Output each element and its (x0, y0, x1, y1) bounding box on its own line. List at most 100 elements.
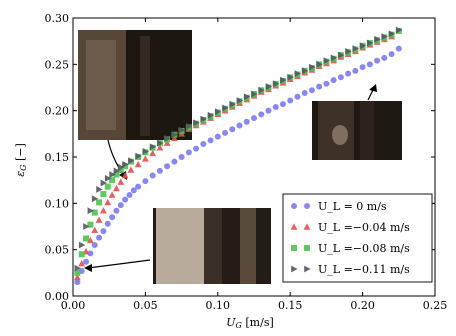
legend-marker (291, 203, 297, 209)
legend-marker (304, 245, 310, 251)
data-point (104, 183, 111, 190)
data-point (395, 45, 402, 52)
y-tick-label: 0.25 (45, 58, 70, 71)
data-point (171, 158, 178, 165)
legend-marker (290, 223, 298, 230)
arrow-top-left (107, 139, 125, 177)
data-point (366, 61, 373, 68)
data-point (121, 171, 129, 179)
data-point (134, 160, 142, 168)
series-0 (74, 45, 402, 286)
data-point (108, 191, 116, 198)
data-point (193, 145, 200, 152)
legend-label: U_L = 0 m/s (318, 200, 387, 213)
data-point (117, 163, 125, 171)
data-point (74, 279, 81, 286)
data-point (301, 90, 308, 97)
data-point (91, 195, 99, 203)
data-point (128, 157, 135, 165)
x-tick-label: 0.10 (206, 299, 231, 312)
x-axis: 0.00 0.05 0.10 0.15 0.20 0.25 (61, 18, 448, 312)
legend-label: U_L =−0.04 m/s (318, 221, 410, 234)
data-point (96, 186, 103, 193)
data-marks (73, 26, 403, 286)
data-point (178, 154, 185, 160)
inset-photo-right (312, 101, 402, 160)
data-point (109, 177, 116, 184)
data-point (338, 51, 345, 59)
data-point (126, 191, 133, 198)
data-point (374, 35, 381, 43)
data-point (381, 54, 388, 61)
data-point (222, 104, 229, 112)
data-point (104, 220, 111, 227)
data-point (280, 76, 287, 84)
data-point (229, 100, 236, 108)
data-point (117, 166, 124, 173)
y-tick-label: 0.05 (45, 244, 70, 257)
data-point (265, 107, 272, 114)
x-tick-label: 0.25 (423, 299, 448, 312)
data-point (122, 161, 129, 168)
data-point (91, 209, 98, 216)
y-tick-label: 0.15 (45, 151, 70, 164)
data-point (142, 178, 149, 185)
y-tick-label: 0.20 (45, 105, 70, 118)
data-point (207, 111, 215, 119)
data-point (193, 119, 200, 127)
data-point (91, 226, 99, 234)
data-point (104, 174, 112, 182)
data-point (127, 166, 135, 173)
data-point (374, 57, 381, 64)
data-point (186, 123, 193, 130)
data-point (323, 57, 330, 65)
data-point (388, 51, 395, 58)
data-point (117, 178, 125, 185)
data-point (100, 179, 108, 187)
data-point (337, 74, 344, 81)
data-point (345, 47, 352, 55)
y-axis-label: εG [−] (14, 143, 28, 177)
data-point (87, 250, 94, 257)
data-point (83, 235, 90, 242)
legend-marker (304, 265, 311, 273)
data-point (243, 93, 251, 101)
data-point (130, 187, 137, 194)
data-point (157, 139, 164, 147)
data-point (294, 70, 302, 77)
data-point (236, 97, 244, 104)
x-tick-label: 0.05 (133, 299, 158, 312)
data-point (258, 86, 265, 94)
data-point (215, 108, 222, 115)
data-point (96, 199, 103, 206)
series-3 (74, 26, 403, 272)
y-tick-label: 0.30 (45, 12, 70, 25)
data-point (316, 83, 323, 90)
legend-box (282, 193, 433, 283)
data-point (279, 101, 286, 108)
data-point (171, 131, 178, 139)
data-point (359, 42, 367, 50)
data-point (236, 122, 243, 129)
x-tick-label: 0.00 (61, 299, 86, 312)
data-point (109, 214, 116, 221)
data-point (272, 103, 279, 110)
data-point (96, 234, 103, 241)
data-point (301, 67, 309, 75)
data-point (87, 221, 94, 228)
data-point (330, 77, 337, 84)
legend-marker (291, 245, 297, 251)
data-point (78, 259, 86, 267)
data-point (323, 80, 330, 87)
data-point (142, 155, 149, 162)
x-tick-label: 0.15 (278, 299, 303, 312)
data-point (330, 54, 338, 62)
data-point (100, 207, 107, 214)
inset-photo-top-left (78, 30, 192, 140)
data-point (74, 269, 81, 276)
arrow-bottom (87, 259, 151, 269)
legend-items: U_L = 0 m/s U_L =−0.04 m/s U_L =−0.08 m/s U… (290, 200, 410, 276)
data-point (73, 273, 81, 281)
data-point (163, 139, 171, 146)
data-point (352, 67, 359, 74)
